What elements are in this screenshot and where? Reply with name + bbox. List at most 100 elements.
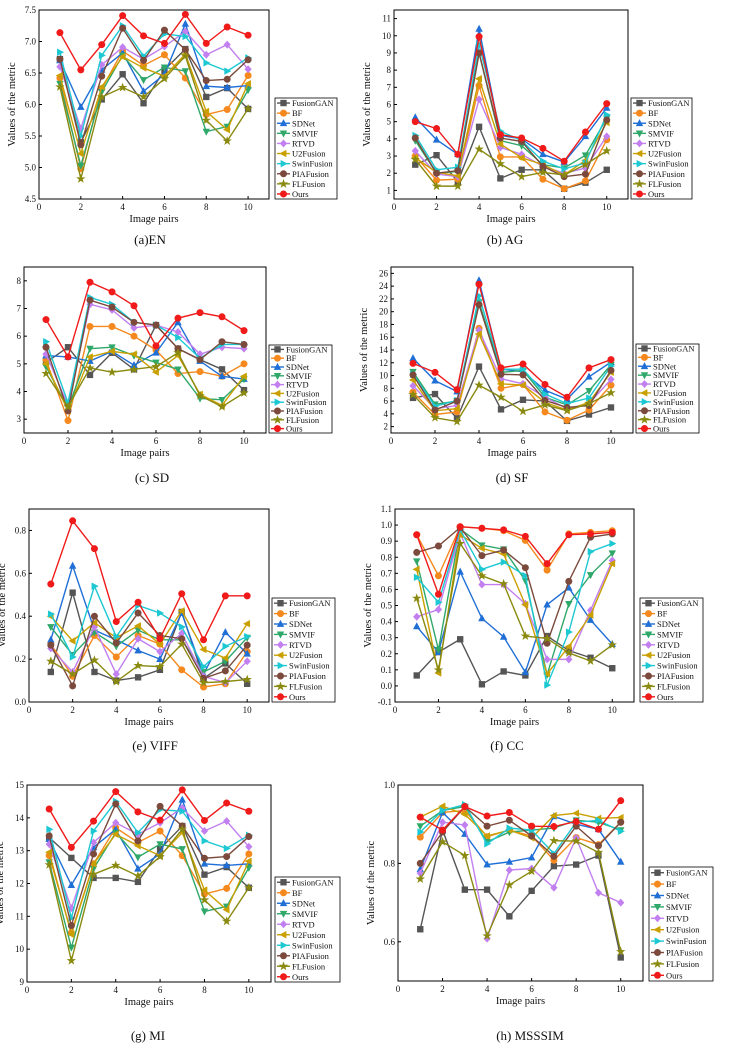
legend-marker bbox=[653, 914, 662, 923]
series-line bbox=[412, 284, 612, 399]
data-point bbox=[416, 859, 424, 867]
data-point bbox=[68, 561, 77, 569]
y-tick-label: 1.0 bbox=[381, 520, 393, 530]
legend-marker bbox=[635, 130, 644, 138]
data-point bbox=[178, 666, 186, 674]
series-line bbox=[48, 827, 250, 961]
legend-label: U2Fusion bbox=[666, 925, 700, 935]
x-tick-label: 8 bbox=[567, 705, 572, 715]
data-point bbox=[417, 926, 424, 933]
y-tick-label: 0.2 bbox=[15, 654, 26, 664]
data-point bbox=[129, 350, 137, 358]
legend-label: U2Fusion bbox=[653, 388, 687, 398]
x-tick-label: 4 bbox=[477, 436, 482, 446]
legend-marker bbox=[279, 973, 287, 981]
y-tick-label: 20 bbox=[379, 307, 389, 317]
data-point bbox=[586, 394, 594, 402]
data-point bbox=[134, 808, 142, 816]
data-point bbox=[474, 330, 482, 338]
data-point bbox=[45, 832, 53, 840]
legend-label: BF bbox=[648, 108, 659, 118]
data-point bbox=[201, 115, 211, 125]
data-point bbox=[180, 51, 191, 60]
data-point bbox=[475, 95, 483, 104]
data-point bbox=[475, 24, 483, 32]
data-point bbox=[585, 388, 593, 396]
data-point bbox=[453, 386, 461, 394]
data-point bbox=[607, 639, 617, 649]
series-line bbox=[48, 800, 250, 919]
data-point bbox=[475, 301, 483, 309]
data-point bbox=[98, 41, 106, 49]
data-point bbox=[90, 817, 98, 825]
legend-marker bbox=[653, 904, 662, 912]
x-axis-label: Image pairs bbox=[124, 997, 173, 1008]
data-point bbox=[200, 827, 209, 835]
data-point bbox=[221, 592, 229, 600]
legend-label: SDNet bbox=[653, 361, 677, 371]
data-point bbox=[76, 149, 84, 158]
data-point bbox=[499, 632, 508, 640]
data-point bbox=[112, 639, 120, 647]
data-point bbox=[239, 372, 247, 380]
data-point bbox=[243, 641, 251, 649]
data-point bbox=[616, 946, 626, 956]
legend-marker bbox=[279, 149, 287, 158]
data-point bbox=[483, 860, 491, 868]
series-u2fusion bbox=[55, 50, 251, 158]
data-point bbox=[243, 103, 253, 113]
y-tick-label: 0.6 bbox=[15, 568, 27, 578]
y-tick-label: 14 bbox=[379, 345, 389, 355]
legend-label: Ours bbox=[292, 972, 309, 982]
legend-marker bbox=[279, 139, 288, 148]
series-ours bbox=[416, 797, 625, 834]
data-point bbox=[438, 802, 446, 810]
data-point bbox=[77, 66, 85, 74]
data-point bbox=[550, 852, 558, 860]
series-flfusion bbox=[412, 538, 617, 674]
legend-marker bbox=[644, 619, 653, 627]
data-point bbox=[223, 817, 231, 826]
data-point bbox=[411, 134, 419, 142]
data-point bbox=[151, 368, 159, 376]
legend-label: SMVIF bbox=[289, 629, 315, 639]
data-point bbox=[133, 622, 141, 630]
data-point bbox=[431, 376, 439, 384]
x-tick-label: 2 bbox=[70, 705, 75, 715]
data-point bbox=[432, 135, 441, 143]
data-point bbox=[112, 800, 120, 808]
y-tick-label: 7.0 bbox=[25, 37, 37, 47]
data-point bbox=[77, 162, 85, 170]
y-axis-label: Values of the metric bbox=[0, 841, 6, 926]
data-point bbox=[244, 65, 252, 74]
y-tick-label: 0.2 bbox=[381, 649, 392, 659]
y-tick-label: 18 bbox=[379, 319, 389, 329]
data-point bbox=[412, 593, 422, 603]
data-point bbox=[452, 416, 462, 426]
legend: FusionGANBFSDNetSMVIFRTVDU2FusionSwinFus… bbox=[639, 597, 704, 703]
x-tick-label: 4 bbox=[480, 705, 485, 715]
data-point bbox=[134, 854, 142, 862]
data-point bbox=[178, 786, 186, 794]
data-point bbox=[550, 862, 558, 870]
data-point bbox=[461, 886, 468, 893]
data-point bbox=[460, 850, 470, 860]
y-tick-label: 5.5 bbox=[25, 131, 37, 141]
data-point bbox=[160, 39, 168, 47]
data-point bbox=[521, 668, 530, 676]
data-point bbox=[519, 396, 527, 403]
data-point bbox=[431, 390, 439, 398]
legend-label: FusionGAN bbox=[292, 877, 334, 887]
legend-label: RTVD bbox=[648, 138, 671, 148]
legend-label: RTVD bbox=[292, 919, 315, 929]
data-point bbox=[478, 614, 486, 622]
legend-label: U2Fusion bbox=[292, 930, 326, 940]
legend-marker bbox=[653, 880, 661, 888]
data-point bbox=[505, 857, 514, 865]
data-point bbox=[119, 71, 126, 78]
data-point bbox=[221, 667, 229, 675]
legend-marker bbox=[654, 937, 662, 945]
data-point bbox=[478, 580, 486, 589]
y-tick-label: 7.5 bbox=[25, 5, 37, 15]
data-point bbox=[195, 390, 205, 400]
